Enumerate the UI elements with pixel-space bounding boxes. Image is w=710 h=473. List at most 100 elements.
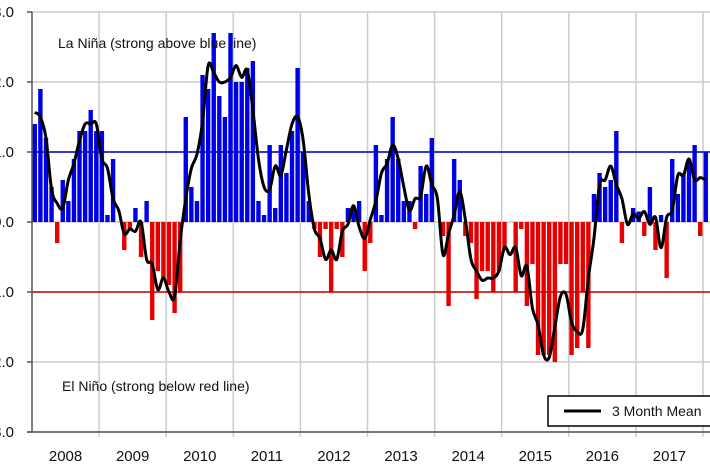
bar-positive	[250, 61, 256, 222]
bar-negative	[362, 222, 367, 271]
bar-positive	[189, 187, 194, 222]
bar-positive	[658, 215, 664, 222]
bar-negative	[172, 222, 177, 313]
bar-positive	[261, 215, 267, 222]
bar-positive	[591, 194, 597, 222]
bar-positive	[306, 201, 311, 222]
bar-positive	[675, 194, 681, 222]
threshold-lines	[32, 151, 710, 293]
bar-negative	[122, 222, 127, 250]
bar-positive	[457, 180, 462, 222]
bar-negative	[513, 222, 518, 292]
bar-positive	[703, 152, 708, 222]
bar-positive	[390, 117, 395, 222]
bar-positive	[278, 145, 284, 222]
x-tick-label: 2016	[586, 448, 619, 465]
bar-negative	[502, 222, 507, 250]
bar-positive	[77, 131, 82, 222]
bar-negative	[619, 222, 625, 243]
three-month-mean-line	[33, 61, 707, 362]
bar-negative	[563, 222, 569, 264]
x-tick-label: 2012	[317, 448, 350, 465]
bar-positive	[183, 117, 188, 222]
x-tick-label: 2009	[116, 448, 149, 465]
bar-positive	[602, 187, 608, 222]
y-tick-label: -2.0	[0, 354, 14, 371]
axes	[27, 11, 710, 433]
bar-positive	[133, 208, 138, 222]
bar-negative	[558, 222, 563, 264]
bar-positive	[43, 138, 49, 222]
bar-positive	[211, 33, 216, 222]
bar-negative	[340, 222, 345, 257]
y-tick-label: -1.0	[0, 284, 14, 301]
bar-positive	[608, 180, 613, 222]
bar-positive	[49, 187, 54, 222]
y-tick-label: 0.0	[0, 214, 14, 231]
bar-negative	[519, 222, 524, 229]
bar-negative	[127, 222, 133, 229]
bar-negative	[412, 222, 418, 229]
bar-positive	[284, 173, 289, 222]
bar-negative	[468, 222, 474, 243]
bar-positive	[105, 215, 110, 222]
bar-negative	[574, 222, 580, 348]
bar-negative	[474, 222, 479, 299]
bar-positive	[82, 131, 88, 222]
x-tick-label: 2008	[49, 448, 82, 465]
y-tick-label: 1.0	[0, 144, 14, 161]
y-tick-label: -3.0	[0, 424, 14, 441]
bar-positive	[451, 159, 457, 222]
bar-positive	[614, 131, 619, 222]
bar-negative	[496, 222, 502, 271]
bar-negative	[323, 222, 328, 229]
bar-positive	[424, 194, 429, 222]
y-tick-label: 2.0	[0, 74, 14, 91]
bar-positive	[345, 208, 351, 222]
bar-negative	[138, 222, 144, 257]
bar-positive	[245, 68, 250, 222]
bar-negative	[446, 222, 451, 306]
bar-negative	[653, 222, 658, 250]
bar-positive	[289, 131, 295, 222]
bar-negative	[166, 222, 172, 285]
legend-label: 3 Month Mean	[612, 403, 702, 419]
bar-positive	[99, 131, 105, 222]
bar-negative	[569, 222, 574, 355]
bar-negative	[541, 222, 546, 355]
y-tick-label: 3.0	[0, 4, 14, 21]
x-tick-label: 2017	[653, 448, 686, 465]
y-tick-labels: 3.0 2.0 1.0 0.0 -1.0 -2.0 -3.0	[0, 4, 14, 441]
bar-negative	[177, 222, 183, 292]
bar-positive	[681, 173, 686, 222]
bar-positive	[351, 208, 356, 222]
bar-negative	[54, 222, 60, 243]
x-tick-label: 2013	[384, 448, 417, 465]
bar-positive	[71, 159, 77, 222]
bar-positive	[692, 145, 697, 222]
bar-positive	[228, 33, 233, 222]
bar-negative	[580, 222, 585, 292]
bar-positive	[88, 110, 93, 222]
bar-negative	[440, 222, 446, 236]
bar-positive	[32, 124, 37, 222]
bar-negative	[368, 222, 373, 243]
bar-positive	[222, 117, 228, 222]
bar-positive	[66, 201, 71, 222]
bar-negative	[530, 222, 535, 264]
bar-negative	[698, 222, 703, 236]
bar-positive	[94, 131, 99, 222]
bar-positive	[144, 201, 149, 222]
bar-negative	[334, 222, 339, 229]
x-tick-labels: 2008 2009 2010 2011 2012 2013 2014 2015 2016 2017	[49, 448, 686, 465]
bar-positive	[110, 159, 116, 222]
bar-positive	[647, 187, 653, 222]
legend: 3 Month Mean	[547, 395, 710, 427]
bar-positive	[267, 145, 272, 222]
el-nino-annotation: El Niño (strong below red line)	[62, 378, 250, 394]
bar-negative	[664, 222, 669, 278]
bar-negative	[535, 222, 541, 355]
bar-positive	[217, 96, 222, 222]
bar-negative	[642, 222, 647, 236]
